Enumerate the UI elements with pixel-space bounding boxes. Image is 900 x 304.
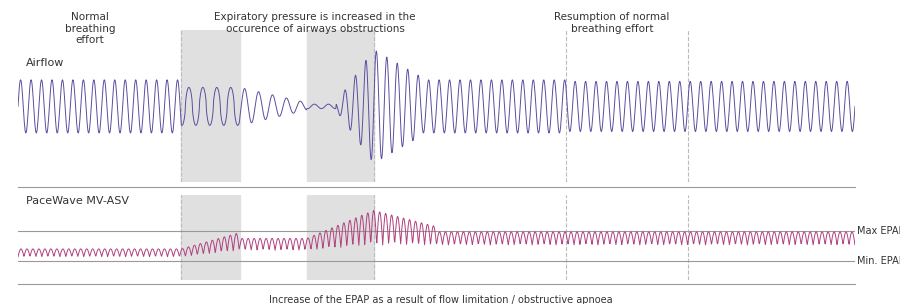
Text: Min. EPAP: Min. EPAP xyxy=(857,256,900,266)
Text: Airflow: Airflow xyxy=(26,58,65,68)
Text: Resumption of normal
breathing effort: Resumption of normal breathing effort xyxy=(554,12,670,34)
Text: Increase of the EPAP as a result of flow limitation / obstructive apnoea: Increase of the EPAP as a result of flow… xyxy=(269,295,613,304)
Bar xyxy=(181,195,239,280)
Bar xyxy=(307,195,374,280)
Text: Normal
breathing
effort: Normal breathing effort xyxy=(65,12,115,45)
Text: Max EPAP: Max EPAP xyxy=(857,226,900,236)
Bar xyxy=(307,30,374,182)
Bar xyxy=(181,30,239,182)
Text: Expiratory pressure is increased in the
occurence of airways obstructions: Expiratory pressure is increased in the … xyxy=(214,12,416,34)
Text: PaceWave MV-ASV: PaceWave MV-ASV xyxy=(26,196,130,206)
